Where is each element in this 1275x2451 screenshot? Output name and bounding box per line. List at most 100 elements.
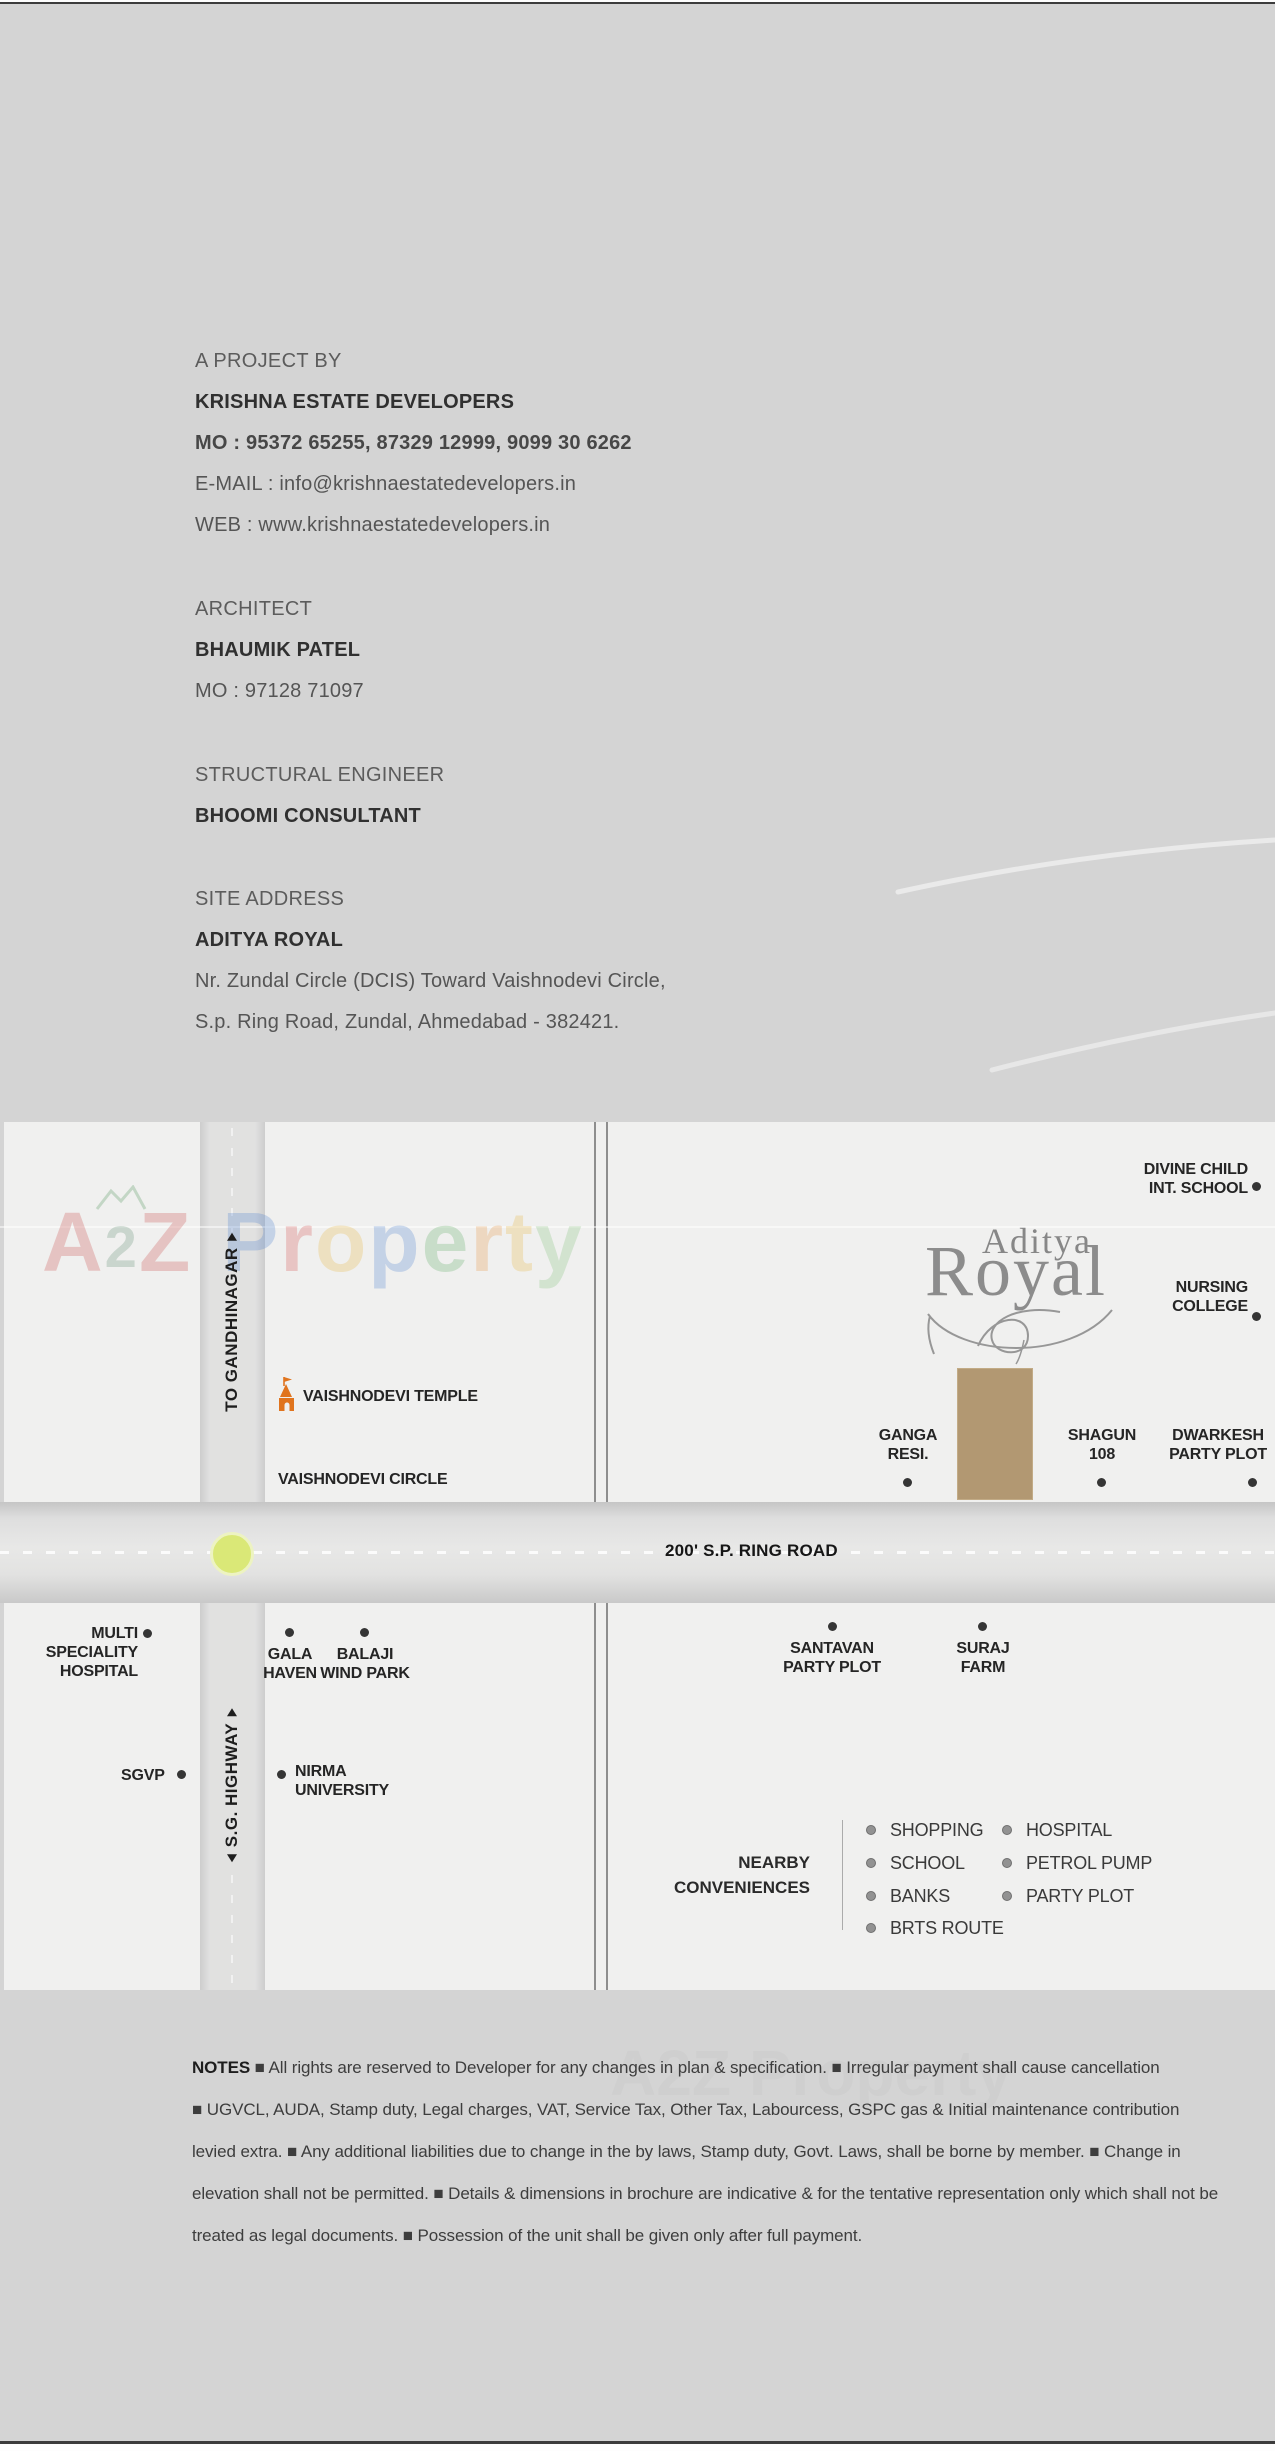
architect-label: ARCHITECT: [195, 598, 313, 620]
map-boundary-line-upper-1: [594, 1122, 596, 1502]
ring-road-label: 200' S.P. RING ROAD: [665, 1541, 838, 1560]
landmark-shagun-108: SHAGUN 108: [1060, 1426, 1144, 1464]
arrow-up-icon: [227, 1232, 237, 1241]
notes-line-5: treated as legal documents. ■ Possession…: [192, 2226, 863, 2245]
aditya-royal-site-block: [957, 1368, 1033, 1500]
landmark-line: GANGA: [878, 1427, 938, 1444]
to-gandhinagar-text: TO GANDHINAGAR: [222, 1247, 241, 1412]
landmark-gala-haven: GALA HAVEN: [248, 1645, 332, 1683]
legend-item-banks: BANKS: [890, 1886, 951, 1906]
nirma-university-marker: [277, 1770, 286, 1779]
legend-title: NEARBY CONVENIENCES: [674, 1850, 810, 1900]
legend-bullet: [1002, 1891, 1012, 1901]
landmark-ganga-resi: GANGA RESI.: [866, 1426, 950, 1464]
landmark-line: BALAJI: [336, 1646, 394, 1663]
watermark-letter: Z: [138, 1195, 193, 1289]
notes-line-3: levied extra. ■ Any additional liabiliti…: [192, 2142, 1181, 2161]
watermark-house-icon: [95, 1185, 147, 1210]
notes-line-1: NOTES ■ All rights are reserved to Devel…: [192, 2058, 1275, 2078]
landmark-suraj-farm: SURAJ FARM: [941, 1639, 1025, 1677]
watermark-letter: A: [42, 1195, 105, 1289]
site-address-line2: S.p. Ring Road, Zundal, Ahmedabad - 3824…: [195, 1011, 620, 1033]
engineer-name: BHOOMI CONSULTANT: [195, 805, 421, 827]
landmark-nirma-university: NIRMA UNIVERSITY: [295, 1762, 389, 1800]
dwarkesh-marker: [1248, 1478, 1257, 1487]
sg-highway-label: S.G. HIGHWAY: [222, 1707, 242, 1863]
vaishnodevi-temple-label: VAISHNODEVI TEMPLE: [303, 1388, 478, 1405]
landmark-line: SANTAVAN: [790, 1640, 874, 1657]
watermark-letter: o: [314, 1195, 369, 1289]
landmark-balaji-wind-park: BALAJI WIND PARK: [316, 1645, 414, 1683]
watermark-letter: p: [368, 1195, 422, 1289]
decorative-arcs: [895, 837, 1275, 1073]
legend-bullet: [866, 1858, 876, 1868]
legend-item-school: SCHOOL: [890, 1853, 965, 1873]
suraj-farm-marker: [978, 1622, 987, 1631]
legend-item-petrol-pump: PETROL PUMP: [1026, 1853, 1153, 1873]
watermark-letter: r: [470, 1195, 506, 1289]
site-address-line1: Nr. Zundal Circle (DCIS) Toward Vaishnod…: [195, 970, 666, 992]
divine-child-marker: [1252, 1182, 1261, 1191]
page-bottom-rule: [0, 2441, 1275, 2444]
landmark-line: SPECIALITY: [45, 1644, 138, 1661]
page-top-rule: [0, 2, 1275, 4]
watermark-letter: 2: [104, 1215, 139, 1280]
legend-item-party-plot: PARTY PLOT: [1026, 1886, 1135, 1906]
watermark-letter: e: [421, 1195, 471, 1289]
map-panel-lower-right: [265, 1603, 1275, 1990]
nursing-college-marker: [1252, 1312, 1261, 1321]
watermark-letter: P: [222, 1195, 281, 1289]
watermark-letter: t: [505, 1195, 536, 1289]
landmark-sgvp: SGVP: [121, 1767, 165, 1784]
legend-divider: [842, 1820, 843, 1930]
developer-name: KRISHNA ESTATE DEVELOPERS: [195, 391, 515, 413]
a2z-property-ghost-watermark: A2Z Property: [610, 2037, 1012, 2109]
landmark-line: UNIVERSITY: [295, 1782, 390, 1799]
notes-line-2: ■ UGVCL, AUDA, Stamp duty, Legal charges…: [192, 2100, 1180, 2119]
architect-mobile: MO : 97128 71097: [195, 680, 364, 702]
map-panel-upper-left: [4, 1122, 200, 1502]
landmark-dwarkesh: DWARKESH PARTY PLOT: [1163, 1426, 1273, 1464]
landmark-line: NIRMA: [295, 1763, 347, 1780]
landmark-line: GALA: [267, 1646, 313, 1663]
gandhinagar-road-centerline: [231, 1128, 233, 1232]
map-boundary-line-upper-2: [606, 1122, 608, 1502]
landmark-line: SHAGUN: [1067, 1427, 1137, 1444]
landmark-line: RESI.: [887, 1446, 929, 1463]
landmark-line: 108: [1088, 1446, 1116, 1463]
multi-speciality-marker: [143, 1629, 152, 1638]
legend-title-line: CONVENIENCES: [673, 1878, 810, 1897]
vaishnodevi-junction-marker: [210, 1532, 254, 1576]
legend-item-brts-route: BRTS ROUTE: [890, 1918, 1004, 1938]
arrow-down-icon: [227, 1854, 237, 1863]
site-address-label: SITE ADDRESS: [195, 888, 345, 910]
sgvp-marker: [177, 1770, 186, 1779]
landmark-multi-speciality: MULTI SPECIALITY HOSPITAL: [40, 1624, 138, 1681]
map-panel-upper-right: [265, 1122, 1275, 1502]
landmark-line: DIVINE CHILD: [1143, 1161, 1248, 1178]
watermark-letter: y: [535, 1195, 584, 1289]
legend-bullet: [1002, 1858, 1012, 1868]
page-bottom-edge: [0, 2444, 1275, 2451]
notes-label: NOTES: [192, 2058, 251, 2077]
landmark-line: PARTY PLOT: [1169, 1446, 1267, 1463]
gala-haven-marker: [285, 1628, 294, 1637]
landmark-line: INT. SCHOOL: [1148, 1180, 1248, 1197]
temple-icon: [279, 1377, 294, 1411]
landmark-line: MULTI: [91, 1625, 138, 1642]
map-boundary-line-lower-2: [606, 1603, 608, 1990]
logo-aditya: Aditya: [982, 1221, 1092, 1261]
legend-bullet: [1002, 1825, 1012, 1835]
landmark-line: HAVEN: [263, 1665, 317, 1682]
site-name: ADITYA ROYAL: [195, 929, 343, 951]
landmark-line: FARM: [960, 1659, 1006, 1676]
landmark-line: HOSPITAL: [59, 1663, 138, 1680]
map-panel-lower-left: [4, 1603, 200, 1990]
legend-item-shopping: SHOPPING: [890, 1820, 984, 1840]
landmark-line: SURAJ: [956, 1640, 1010, 1657]
watermark-letter: r: [280, 1195, 315, 1289]
ring-road-centerline: [0, 1551, 1275, 1554]
landmark-line: NURSING: [1175, 1279, 1249, 1296]
developer-email: E-MAIL : info@krishnaestatedevelopers.in: [195, 473, 577, 495]
landmark-santavan: SANTAVAN PARTY PLOT: [782, 1639, 882, 1677]
